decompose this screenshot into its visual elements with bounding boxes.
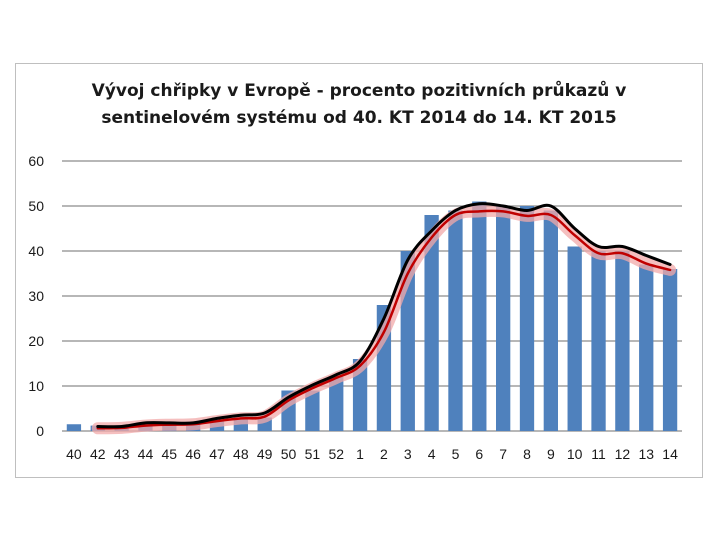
x-tick-label: 4 — [428, 446, 436, 462]
x-tick-label: 3 — [404, 446, 412, 462]
x-tick-label: 7 — [499, 446, 507, 462]
x-tick-label: 50 — [281, 446, 297, 462]
x-tick-label: 6 — [475, 446, 483, 462]
chart-title: Vývoj chřipky v Evropě - procento poziti… — [16, 78, 702, 132]
x-tick-label: 2 — [380, 446, 388, 462]
y-tick-label: 20 — [28, 333, 44, 349]
x-tick-label: 46 — [185, 446, 201, 462]
x-tick-label: 13 — [638, 446, 654, 462]
x-tick-label: 43 — [114, 446, 130, 462]
bar — [496, 206, 511, 431]
y-tick-label: 30 — [28, 288, 44, 304]
bar — [567, 246, 582, 431]
bar — [543, 210, 558, 431]
x-tick-label: 42 — [90, 446, 106, 462]
x-tick-label: 45 — [162, 446, 178, 462]
bar — [424, 215, 439, 431]
bar — [472, 201, 487, 431]
bar — [329, 377, 344, 431]
chart-title-line-2: sentinelovém systému od 40. KT 2014 do 1… — [101, 108, 617, 128]
y-tick-label: 0 — [36, 423, 44, 439]
bar — [662, 269, 678, 431]
x-tick-label: 44 — [138, 446, 154, 462]
y-tick-label: 50 — [28, 198, 44, 214]
x-tick-label: 14 — [662, 446, 678, 462]
series-line-black — [96, 202, 672, 429]
y-tick-label: 40 — [28, 243, 44, 259]
chart-frame: Vývoj chřipky v Evropě - procento poziti… — [15, 63, 703, 478]
x-tick-label: 1 — [356, 446, 364, 462]
bar — [352, 359, 368, 431]
chart-title-line-1: Vývoj chřipky v Evropě - procento poziti… — [91, 81, 627, 101]
y-tick-label: 10 — [28, 378, 44, 394]
x-tick-label: 40 — [66, 446, 82, 462]
bar — [66, 424, 82, 431]
bar — [519, 206, 535, 431]
bar — [448, 210, 463, 431]
x-tick-label: 10 — [567, 446, 583, 462]
bar — [615, 251, 630, 431]
x-tick-label: 47 — [209, 446, 225, 462]
x-tick-label: 51 — [305, 446, 321, 462]
x-tick-label: 12 — [615, 446, 631, 462]
x-tick-label: 49 — [257, 446, 273, 462]
bar — [591, 251, 606, 431]
x-tick-label: 5 — [452, 446, 460, 462]
x-tick-label: 9 — [547, 446, 555, 462]
y-tick-label: 60 — [28, 153, 44, 169]
bar — [639, 264, 654, 431]
x-tick-label: 11 — [591, 446, 606, 462]
x-tick-label: 52 — [328, 446, 344, 462]
bar — [305, 390, 320, 431]
x-tick-label: 8 — [523, 446, 531, 462]
x-tick-label: 48 — [233, 446, 249, 462]
